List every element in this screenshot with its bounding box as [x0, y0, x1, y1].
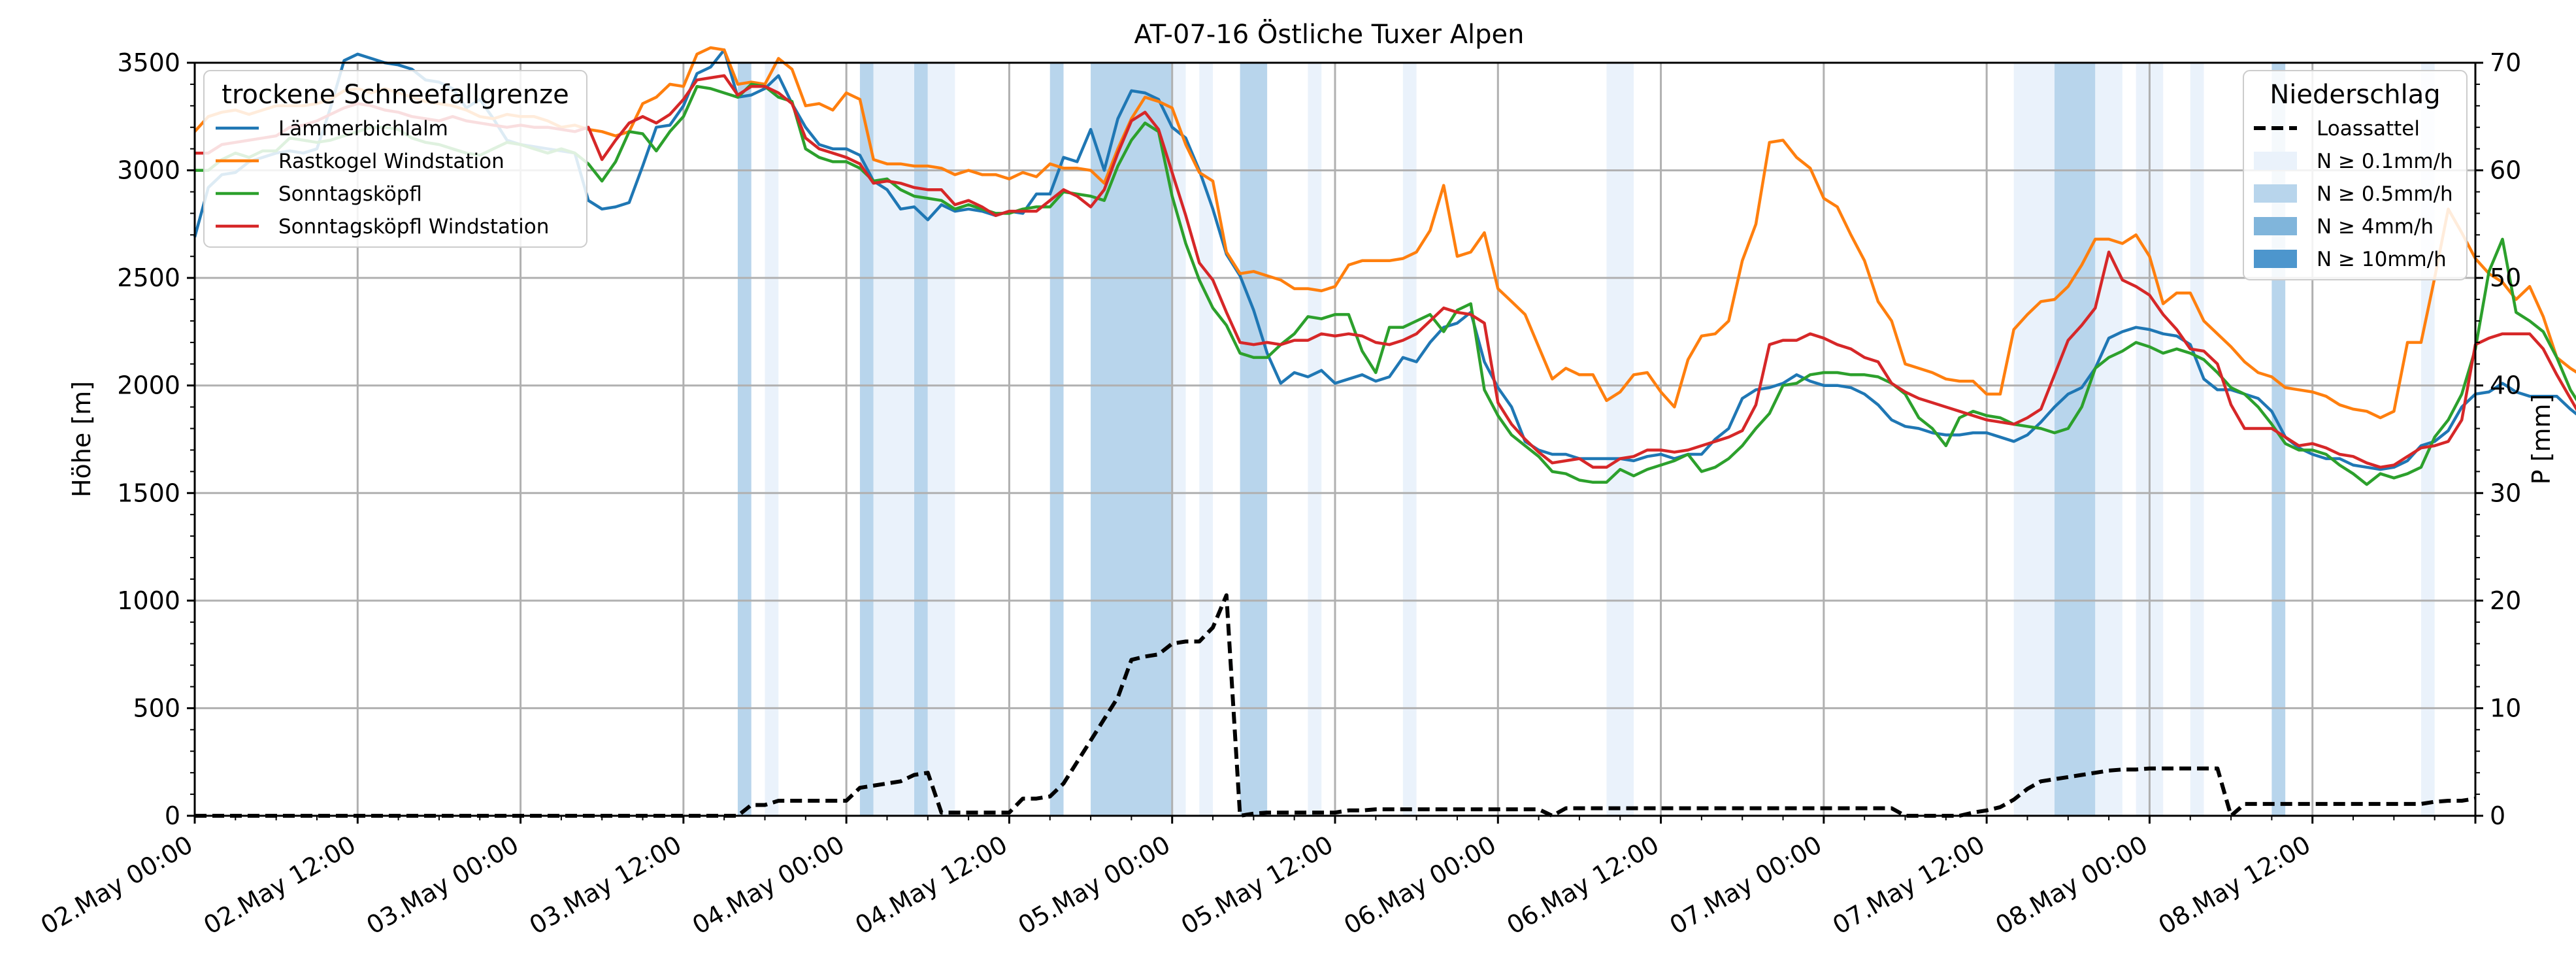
- precip-span-15: [2055, 63, 2096, 816]
- precip-span-12: [1402, 63, 1417, 816]
- legend-swatch-precip-1: [2254, 184, 2297, 203]
- precip-span-6: [1049, 63, 1064, 816]
- legend-swatch-precip-3: [2254, 250, 2297, 268]
- precip-span-13: [1606, 63, 1634, 816]
- legend-snow: trockene Schneefallgrenze Lämmerbichlalm R…: [203, 70, 587, 248]
- legend-label-sonntagskoepfl-windstation: Sonntagsköpfl Windstation: [278, 215, 549, 239]
- legend-swatch-precip-0: [2254, 152, 2297, 170]
- y2-tick-label: 0: [2490, 801, 2505, 830]
- series-line-rastkogel-windstation: [193, 46, 2576, 420]
- y-tick-label: 3500: [117, 48, 180, 77]
- y-tick-label: 2000: [117, 371, 180, 400]
- legend-label-precip-2: N ≥ 4mm/h: [2317, 215, 2434, 239]
- legend-label-loassattel: Loassattel: [2317, 117, 2420, 141]
- y-tick-label: 1500: [117, 478, 180, 507]
- legend-label-precip-0: N ≥ 0.1mm/h: [2317, 150, 2453, 173]
- y2-tick-label: 10: [2490, 694, 2521, 722]
- y2-tick-label: 20: [2490, 586, 2521, 615]
- precip-span-8: [1172, 63, 1186, 816]
- y2-tick-label: 40: [2490, 371, 2521, 400]
- y2-tick-label: 30: [2490, 478, 2521, 507]
- y-tick-label: 3000: [117, 156, 180, 185]
- y-tick-label: 500: [133, 694, 180, 722]
- y2-tick-label: 50: [2490, 263, 2521, 292]
- legend-precip: Niederschlag Loassattel N ≥ 0.1mm/h N ≥ 0.5…: [2243, 70, 2468, 280]
- precip-span-5: [927, 63, 955, 816]
- legend-swatch-precip-2: [2254, 217, 2297, 235]
- chart-title: AT-07-16 Östliche Tuxer Alpen: [1134, 18, 1524, 50]
- legend-snow-box: [203, 70, 587, 248]
- y-axis-left: 0 500 1000 1500 2000 2500 3000 3500: [117, 48, 195, 830]
- series-line-loassattel: [195, 593, 2476, 818]
- legend-label-rastkogel-windstation: Rastkogel Windstation: [278, 150, 504, 173]
- precip-span-2: [859, 63, 874, 816]
- precip-span-11: [1308, 63, 1322, 816]
- precip-span-1: [765, 63, 779, 816]
- precip-span-4: [914, 63, 928, 816]
- precip-span-9: [1199, 63, 1214, 816]
- precip-span-3: [873, 63, 915, 816]
- y2-tick-label: 70: [2490, 48, 2521, 77]
- precip-span-10: [1240, 63, 1268, 816]
- y2-axis-title: P [mm]: [2527, 394, 2556, 485]
- y-tick-label: 1000: [117, 586, 180, 615]
- legend-label-precip-3: N ≥ 10mm/h: [2317, 248, 2447, 271]
- y-axis-title: Höhe [m]: [67, 381, 96, 497]
- precip-span-18: [2190, 63, 2204, 816]
- legend-label-sonntagskoepfl: Sonntagsköpfl: [278, 182, 422, 206]
- legend-snow-title: trockene Schneefallgrenze: [222, 80, 569, 110]
- legend-precip-box: [2243, 70, 2468, 280]
- legend-precip-title: Niederschlag: [2270, 80, 2440, 110]
- series-line-laemmerbichlalm: [193, 48, 2576, 471]
- y2-tick-label: 60: [2490, 156, 2521, 185]
- precip-span-16: [2095, 63, 2122, 816]
- y-axis-right: 0 10 20 30 40 50 60 70: [2475, 48, 2521, 830]
- precip-span-0: [737, 63, 751, 816]
- series-lines: [193, 46, 2576, 818]
- series-line-sonntagskoepfl: [195, 82, 2576, 486]
- legend-label-precip-1: N ≥ 0.5mm/h: [2317, 182, 2453, 206]
- legend-label-laemmerbichlalm: Lämmerbichlalm: [278, 117, 448, 141]
- y-tick-label: 2500: [117, 263, 180, 292]
- y-tick-label: 0: [165, 801, 180, 830]
- precip-span-7: [1091, 63, 1172, 816]
- series-line-sonntagskoepfl-windstation: [195, 74, 2576, 469]
